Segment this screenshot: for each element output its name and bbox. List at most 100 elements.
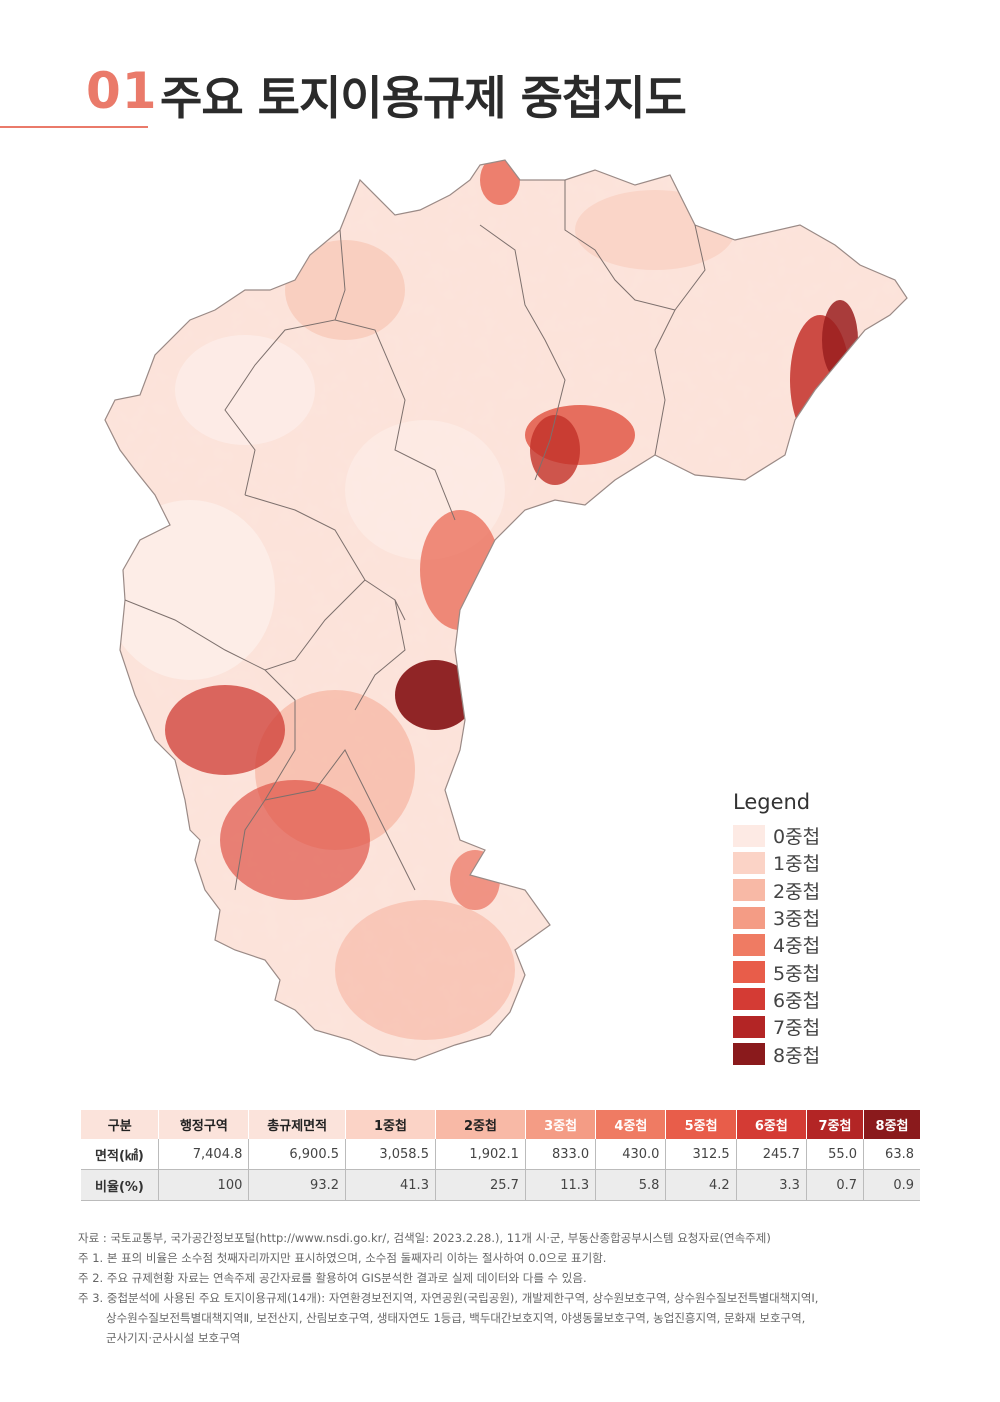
legend-label: 4중첩 bbox=[773, 935, 821, 958]
legend-items: 0중첩 1중첩 2중첩 3중첩 4중첩 5중첩 6중첩 7중첩 8중첩 bbox=[733, 822, 913, 1068]
table-row-label: 비율(%) bbox=[80, 1169, 159, 1201]
note-3-continued-2: 군사기지·군사시설 보호구역 bbox=[106, 1331, 241, 1345]
source-notes: 자료 : 국토교통부, 국가공간정보포털(http://www.nsdi.go.… bbox=[78, 1228, 938, 1348]
zone-1-northeast bbox=[575, 190, 735, 270]
table-cell: 0.9 bbox=[863, 1169, 920, 1201]
table-header-cell: 8중첩 bbox=[863, 1110, 920, 1139]
page-header: 01 주요 토지이용규제 중첩지도 bbox=[0, 58, 1000, 130]
table-cell: 93.2 bbox=[248, 1169, 346, 1201]
table-cell: 245.7 bbox=[735, 1139, 807, 1170]
table-cell: 430.0 bbox=[595, 1139, 666, 1170]
zone-6-southwest bbox=[165, 685, 285, 775]
table-cell: 6,900.5 bbox=[248, 1139, 346, 1170]
legend-label: 5중첩 bbox=[773, 962, 821, 985]
legend-item: 5중첩 bbox=[733, 958, 913, 985]
table-header-cell: 6중첩 bbox=[735, 1110, 807, 1139]
table-row-label: 면적(㎢) bbox=[80, 1139, 159, 1170]
table-header-cell: 7중첩 bbox=[805, 1110, 864, 1139]
legend-swatch bbox=[733, 933, 765, 956]
page-title: 주요 토지이용규제 중첩지도 bbox=[160, 71, 687, 125]
legend-item: 1중첩 bbox=[733, 849, 913, 876]
legend-label: 0중첩 bbox=[773, 826, 821, 849]
note-1: 주 1. 본 표의 비율은 소수점 첫째자리까지만 표시하였으며, 소수점 둘째… bbox=[78, 1251, 607, 1265]
overlap-map bbox=[95, 150, 915, 1090]
legend-swatch bbox=[733, 851, 765, 874]
legend-title: Legend bbox=[733, 790, 811, 814]
district-boundaries bbox=[124, 180, 706, 891]
table-header-cell: 2중첩 bbox=[434, 1110, 526, 1139]
legend-swatch bbox=[733, 1015, 765, 1038]
note-2: 주 2. 주요 규제현황 자료는 연속주제 공간자료를 활용하여 GIS분석한 … bbox=[78, 1271, 587, 1285]
legend-item: 3중첩 bbox=[733, 904, 913, 931]
overlap-stats-table: 구분 행정구역 총규제면적 1중첩 2중첩 3중첩 4중첩 5중첩 6중첩 7중첩 8중첩 면적(㎢… bbox=[79, 1110, 920, 1201]
zone-8-central bbox=[395, 660, 475, 730]
district-boundary-3 bbox=[334, 319, 456, 521]
zone-0-west bbox=[105, 500, 275, 680]
legend-label: 3중첩 bbox=[773, 908, 821, 931]
note-source: 자료 : 국토교통부, 국가공간정보포털(http://www.nsdi.go.… bbox=[78, 1231, 771, 1245]
district-boundary-2 bbox=[224, 229, 346, 496]
table-cell: 0.7 bbox=[805, 1169, 864, 1201]
legend-item: 7중첩 bbox=[733, 1013, 913, 1040]
district-boundary-8 bbox=[654, 224, 706, 456]
legend-item: 2중첩 bbox=[733, 877, 913, 904]
legend-item: 0중첩 bbox=[733, 822, 913, 849]
table-cell: 63.8 bbox=[863, 1139, 920, 1170]
table-cell: 7,404.8 bbox=[158, 1139, 249, 1170]
legend-label: 1중첩 bbox=[773, 853, 821, 876]
district-boundary-4 bbox=[244, 494, 406, 621]
table-header-cell: 4중첩 bbox=[595, 1110, 666, 1139]
legend-label: 6중첩 bbox=[773, 989, 821, 1012]
table-row: 비율(%) 100 93.2 41.3 25.7 11.3 5.8 4.2 3.3 0.7 0.9 bbox=[80, 1169, 920, 1201]
table-cell: 55.0 bbox=[805, 1139, 864, 1170]
table-cell: 4.2 bbox=[665, 1169, 737, 1201]
table-cell: 3.3 bbox=[735, 1169, 807, 1201]
map-canvas bbox=[104, 159, 908, 1061]
table-cell: 100 bbox=[158, 1169, 249, 1201]
district-boundary-9 bbox=[564, 180, 676, 311]
district-boundary-6 bbox=[234, 669, 296, 891]
table-cell: 312.5 bbox=[665, 1139, 737, 1170]
legend-label: 8중첩 bbox=[773, 1044, 821, 1067]
table-cell: 833.0 bbox=[524, 1139, 596, 1170]
zone-8-east-coast bbox=[822, 300, 858, 380]
table-header-cell: 총규제면적 bbox=[248, 1110, 346, 1139]
zone-2-far-south bbox=[335, 900, 515, 1040]
table-header-cell: 1중첩 bbox=[345, 1110, 436, 1139]
table-cell: 41.3 bbox=[345, 1169, 436, 1201]
table-header-cell: 5중첩 bbox=[665, 1110, 737, 1139]
legend-swatch bbox=[733, 961, 765, 984]
legend-item: 8중첩 bbox=[733, 1040, 913, 1067]
table-header-cell: 구분 bbox=[79, 1110, 159, 1139]
table-cell: 1,902.1 bbox=[434, 1139, 526, 1170]
table-row: 면적(㎢) 7,404.8 6,900.5 3,058.5 1,902.1 833.0 43… bbox=[80, 1139, 920, 1170]
table-cell: 3,058.5 bbox=[345, 1139, 436, 1170]
zone-0-northwest bbox=[175, 335, 315, 445]
table-header-cell: 3중첩 bbox=[524, 1110, 596, 1139]
title-underline bbox=[0, 126, 148, 128]
legend-swatch bbox=[733, 879, 765, 902]
table-cell: 5.8 bbox=[595, 1169, 666, 1201]
section-number: 01 bbox=[86, 62, 158, 120]
legend-item: 6중첩 bbox=[733, 986, 913, 1013]
table-cell: 11.3 bbox=[524, 1169, 596, 1201]
district-boundary-7 bbox=[264, 749, 416, 891]
legend-label: 2중첩 bbox=[773, 880, 821, 903]
legend-swatch bbox=[733, 988, 765, 1011]
legend-label: 7중첩 bbox=[773, 1017, 821, 1040]
table-body: 면적(㎢) 7,404.8 6,900.5 3,058.5 1,902.1 833.0 43… bbox=[80, 1139, 920, 1201]
legend-item: 4중첩 bbox=[733, 931, 913, 958]
map-legend: Legend 0중첩 1중첩 2중첩 3중첩 4중첩 5중첩 6중첩 7중첩 8중첩 bbox=[733, 790, 913, 1068]
note-3-continued: 상수원수질보전특별대책지역Ⅱ, 보전산지, 산림보호구역, 생태자연도 1등급,… bbox=[106, 1311, 806, 1325]
legend-swatch bbox=[733, 906, 765, 929]
legend-swatch bbox=[733, 824, 765, 847]
table-header-row: 구분 행정구역 총규제면적 1중첩 2중첩 3중첩 4중첩 5중첩 6중첩 7중첩 8중첩 bbox=[79, 1110, 920, 1139]
note-3: 주 3. 중첩분석에 사용된 주요 토지이용규제(14개): 자연환경보전지역,… bbox=[78, 1291, 819, 1305]
district-boundary-1 bbox=[479, 224, 566, 481]
region-outline bbox=[104, 159, 908, 1061]
zone-6-south bbox=[220, 780, 370, 900]
zone-5-north bbox=[480, 160, 520, 205]
table-header-cell: 행정구역 bbox=[158, 1110, 249, 1139]
legend-swatch bbox=[733, 1043, 765, 1066]
district-boundary-10 bbox=[354, 599, 406, 711]
